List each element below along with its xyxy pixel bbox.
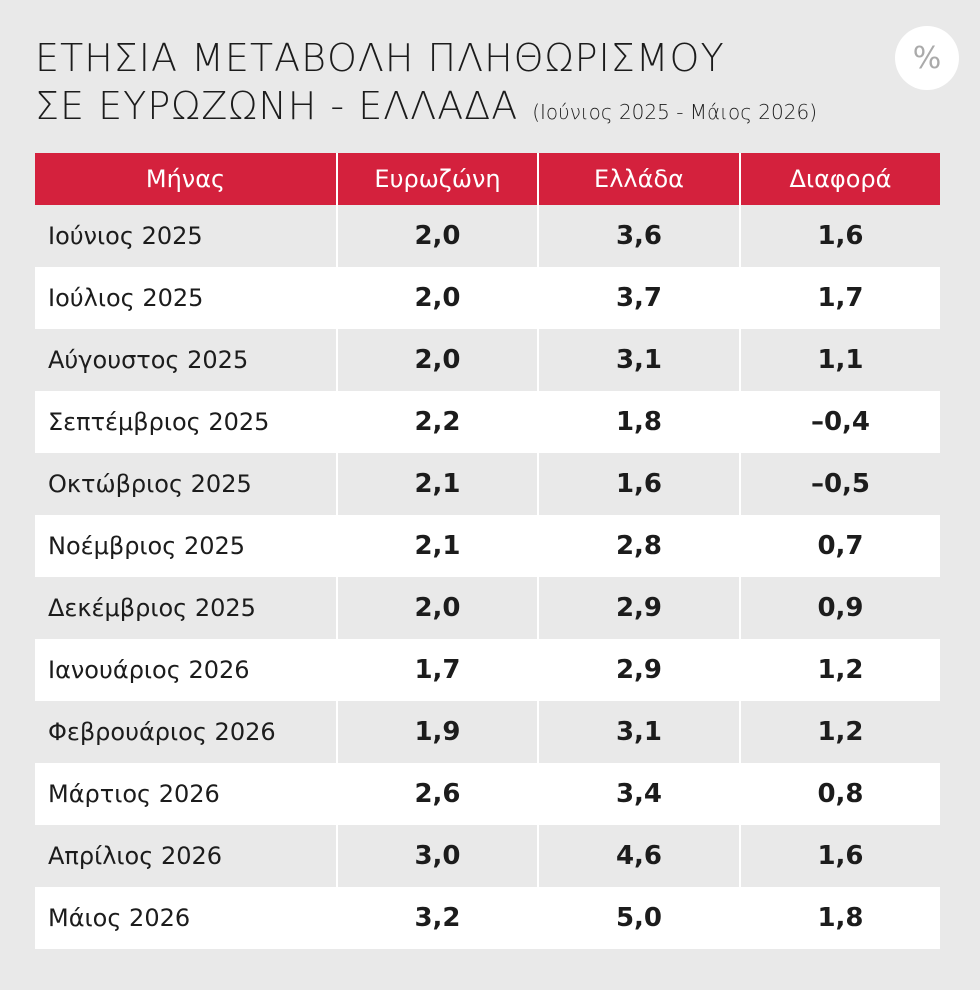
month-cell: Οκτώβριος 2025 bbox=[35, 453, 337, 515]
value-cell: 0,8 bbox=[739, 763, 940, 825]
value-cell: 1,7 bbox=[336, 639, 538, 701]
table-row: Ιανουάριος 2026 1,7 2,9 1,2 bbox=[35, 639, 940, 701]
table-row: Νοέμβριος 2025 2,1 2,8 0,7 bbox=[35, 515, 940, 577]
month-cell: Μάιος 2026 bbox=[35, 887, 337, 949]
title: ΕΤΗΣΙΑ ΜΕΤΑΒΟΛΗ ΠΛΗΘΩΡΙΣΜΟΥ bbox=[35, 36, 725, 80]
value-cell: 1,8 bbox=[739, 887, 940, 949]
column-header: Ευρωζώνη bbox=[336, 153, 538, 205]
value-cell: 2,0 bbox=[336, 205, 538, 267]
data-table: Μήνας Ευρωζώνη Ελλάδα Διαφορά Ιούνιος 2025 2… bbox=[35, 153, 940, 949]
value-cell: 3,6 bbox=[537, 205, 740, 267]
value-cell: 2,0 bbox=[336, 267, 538, 329]
value-cell: 1,7 bbox=[739, 267, 940, 329]
value-cell: 2,1 bbox=[336, 453, 538, 515]
subtitle: (Ιούνιος 2025 - Μάιος 2026) bbox=[532, 100, 818, 124]
value-cell: 3,1 bbox=[537, 701, 740, 763]
month-cell: Απρίλιος 2026 bbox=[35, 825, 337, 887]
value-cell: 5,0 bbox=[537, 887, 740, 949]
value-cell: 3,2 bbox=[336, 887, 538, 949]
value-cell: 3,4 bbox=[537, 763, 740, 825]
month-cell: Σεπτέμβριος 2025 bbox=[35, 391, 337, 453]
value-cell: 2,8 bbox=[537, 515, 740, 577]
title: ΣΕ ΕΥΡΩΖΩΝΗ - ΕΛΛΑΔΑ bbox=[35, 84, 519, 128]
header-row: Μήνας Ευρωζώνη Ελλάδα Διαφορά bbox=[35, 153, 940, 205]
value-cell: 2,0 bbox=[336, 329, 538, 391]
value-cell: 1,2 bbox=[739, 701, 940, 763]
month-cell: Δεκέμβριος 2025 bbox=[35, 577, 337, 639]
table-row: Αύγουστος 2025 2,0 3,1 1,1 bbox=[35, 329, 940, 391]
value-cell: 2,2 bbox=[336, 391, 538, 453]
value-cell: 3,0 bbox=[336, 825, 538, 887]
value-cell: 1,2 bbox=[739, 639, 940, 701]
table-row: Ιούλιος 2025 2,0 3,7 1,7 bbox=[35, 267, 940, 329]
column-header: Ελλάδα bbox=[537, 153, 740, 205]
value-cell: 0,7 bbox=[739, 515, 940, 577]
value-cell: 0,9 bbox=[739, 577, 940, 639]
value-cell: 2,0 bbox=[336, 577, 538, 639]
value-cell: –0,4 bbox=[739, 391, 940, 453]
value-cell: 1,9 bbox=[336, 701, 538, 763]
table-row: Μάιος 2026 3,2 5,0 1,8 bbox=[35, 887, 940, 949]
title-line: ΣΕ ΕΥΡΩΖΩΝΗ - ΕΛΛΑΔΑ (Ιούνιος 2025 - Μάιο… bbox=[35, 84, 817, 128]
table-row: Σεπτέμβριος 2025 2,2 1,8 –0,4 bbox=[35, 391, 940, 453]
value-cell: 2,1 bbox=[336, 515, 538, 577]
month-cell: Ιούνιος 2025 bbox=[35, 205, 337, 267]
value-cell: 1,6 bbox=[739, 205, 940, 267]
value-cell: –0,5 bbox=[739, 453, 940, 515]
value-cell: 2,6 bbox=[336, 763, 538, 825]
month-cell: Ιούλιος 2025 bbox=[35, 267, 337, 329]
table-row: Οκτώβριος 2025 2,1 1,6 –0,5 bbox=[35, 453, 940, 515]
table-row: Ιούνιος 2025 2,0 3,6 1,6 bbox=[35, 205, 940, 267]
value-cell: 1,8 bbox=[537, 391, 740, 453]
value-cell: 2,9 bbox=[537, 577, 740, 639]
month-cell: Μάρτιος 2026 bbox=[35, 763, 337, 825]
month-cell: Νοέμβριος 2025 bbox=[35, 515, 337, 577]
column-header: Διαφορά bbox=[739, 153, 940, 205]
month-cell: Φεβρουάριος 2026 bbox=[35, 701, 337, 763]
month-cell: Αύγουστος 2025 bbox=[35, 329, 337, 391]
value-cell: 3,1 bbox=[537, 329, 740, 391]
column-header: Μήνας bbox=[35, 153, 337, 205]
table-row: Απρίλιος 2026 3,0 4,6 1,6 bbox=[35, 825, 940, 887]
table-row: Φεβρουάριος 2026 1,9 3,1 1,2 bbox=[35, 701, 940, 763]
table-row: Δεκέμβριος 2025 2,0 2,9 0,9 bbox=[35, 577, 940, 639]
value-cell: 1,6 bbox=[537, 453, 740, 515]
month-cell: Ιανουάριος 2026 bbox=[35, 639, 337, 701]
value-cell: 1,6 bbox=[739, 825, 940, 887]
percent-badge: % bbox=[895, 26, 959, 90]
value-cell: 1,1 bbox=[739, 329, 940, 391]
value-cell: 3,7 bbox=[537, 267, 740, 329]
table-row: Μάρτιος 2026 2,6 3,4 0,8 bbox=[35, 763, 940, 825]
value-cell: 4,6 bbox=[537, 825, 740, 887]
value-cell: 2,9 bbox=[537, 639, 740, 701]
table-body: Ιούνιος 2025 2,0 3,6 1,6 Ιούλιος 2025 2,0 3,7 1… bbox=[35, 205, 940, 949]
